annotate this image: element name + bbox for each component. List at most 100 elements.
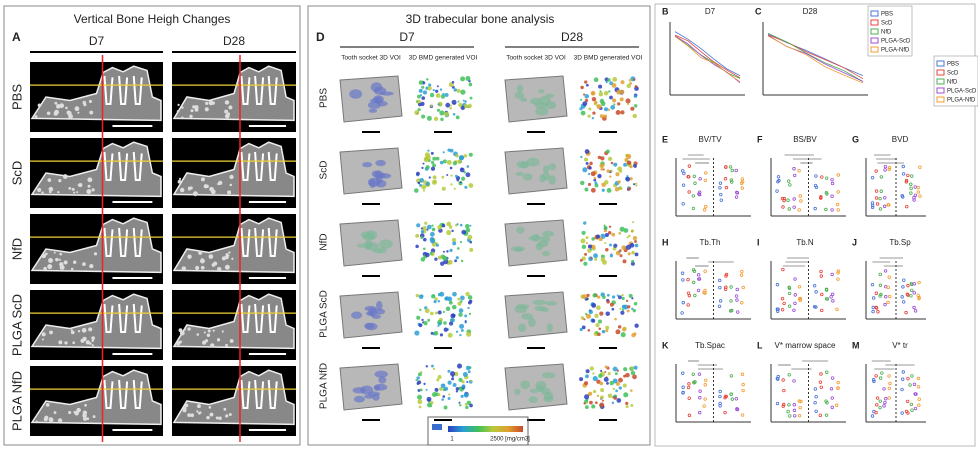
bmd-voxel	[434, 297, 438, 301]
bmd-voxel	[414, 110, 420, 116]
bmd-voxel	[415, 244, 419, 249]
bone	[30, 369, 162, 426]
bmd-voxel	[579, 327, 583, 332]
bmd-voxel	[451, 377, 455, 381]
panel-letter: D	[316, 30, 325, 44]
decorative-dot	[874, 189, 879, 193]
trabecula	[43, 417, 48, 422]
decorative-dot	[786, 409, 790, 414]
bmd-voxel	[598, 373, 603, 379]
trabecula	[71, 187, 75, 191]
bmd-voxel	[632, 183, 636, 186]
bmd-voxel	[596, 295, 601, 299]
trabecula	[206, 333, 211, 338]
bmd-voxel	[588, 391, 593, 396]
bmd-voxel	[458, 312, 463, 317]
bmd-voxel	[464, 402, 468, 406]
trabecula	[200, 265, 205, 270]
trabecula	[58, 179, 62, 183]
bmd-voxel	[615, 389, 618, 393]
bmd-voxel	[430, 104, 433, 108]
trabecula	[63, 260, 68, 265]
bmd-voxel	[430, 331, 434, 335]
bmd-voxel	[452, 291, 457, 297]
panel-letter: C	[755, 6, 762, 16]
decorative-dot	[697, 372, 702, 376]
bmd-voxel	[633, 365, 638, 370]
tooth-root	[118, 75, 129, 105]
decorative-dot	[729, 392, 733, 396]
decorative-dot	[792, 414, 797, 418]
decorative-dot	[906, 376, 910, 381]
decorative-dot	[776, 377, 780, 381]
bmd-voxel	[427, 149, 430, 152]
bmd-voxel	[617, 166, 623, 172]
decorative-dot	[787, 207, 791, 211]
trabecula	[57, 418, 63, 423]
bmd-voxel	[601, 399, 605, 402]
bmd-voxel	[430, 248, 436, 253]
bmd-voxel	[449, 248, 453, 253]
decorative-dot	[788, 183, 792, 187]
colorbar	[448, 426, 523, 432]
bmd-voxel	[460, 76, 466, 82]
decorative-dot	[798, 194, 802, 198]
bmd-voxel	[584, 252, 588, 256]
bmd-voxel	[415, 293, 420, 298]
bmd-voxel	[422, 180, 427, 184]
trabecula	[68, 410, 72, 415]
bmd-voxel	[594, 313, 599, 318]
decorative-dot	[799, 199, 803, 203]
bmd-voxel	[459, 240, 463, 244]
bmd-voxel	[463, 154, 467, 158]
decorative-dot	[718, 186, 722, 190]
decorative-dot	[904, 180, 909, 184]
decorative-dot	[913, 185, 917, 189]
trabecula	[82, 262, 86, 266]
decorative-dot	[775, 401, 780, 406]
decorative-dot	[792, 308, 796, 313]
bmd-voxel	[579, 107, 583, 111]
bmd-voxel	[601, 188, 605, 192]
bmd-voxel	[632, 308, 637, 313]
bmd-voxel	[414, 188, 419, 193]
bmd-voxel	[440, 117, 444, 122]
decorative-dot	[724, 185, 729, 190]
trabecula	[179, 187, 185, 193]
decorative-dot	[825, 401, 829, 405]
bmd-voxel	[615, 381, 620, 386]
bone	[30, 65, 162, 122]
bmd-voxel	[583, 221, 587, 225]
bmd-voxel	[605, 149, 610, 154]
decorative-dot	[886, 300, 890, 305]
decorative-dot	[884, 397, 888, 401]
panel-letter: H	[662, 237, 669, 247]
decorative-dot	[724, 285, 728, 289]
bmd-voxel	[426, 396, 432, 402]
bone	[30, 217, 162, 274]
row-label: ScD	[319, 161, 330, 180]
bmd-voxel	[452, 241, 457, 246]
decorative-dot	[776, 309, 780, 313]
bmd-voxel	[633, 78, 636, 81]
decorative-dot	[836, 277, 840, 281]
decorative-dot	[740, 186, 744, 190]
trabecula	[228, 251, 231, 254]
trabecula	[87, 177, 93, 183]
decorative-dot	[776, 179, 780, 184]
bmd-voxel	[459, 181, 462, 184]
bmd-voxel	[450, 183, 453, 186]
trabecula	[43, 266, 47, 271]
bmd-voxel	[619, 97, 624, 102]
decorative-dot	[878, 399, 882, 403]
bmd-voxel	[594, 257, 598, 261]
bmd-voxel	[431, 227, 436, 232]
decorative-dot	[792, 205, 796, 209]
panel-letter: K	[662, 340, 669, 350]
bmd-voxel	[417, 372, 422, 377]
row-label: PBS	[9, 84, 24, 110]
decorative-trend	[767, 34, 864, 80]
trabecula	[187, 254, 192, 259]
bmd-voxel	[632, 236, 638, 241]
trabecula	[187, 413, 192, 418]
